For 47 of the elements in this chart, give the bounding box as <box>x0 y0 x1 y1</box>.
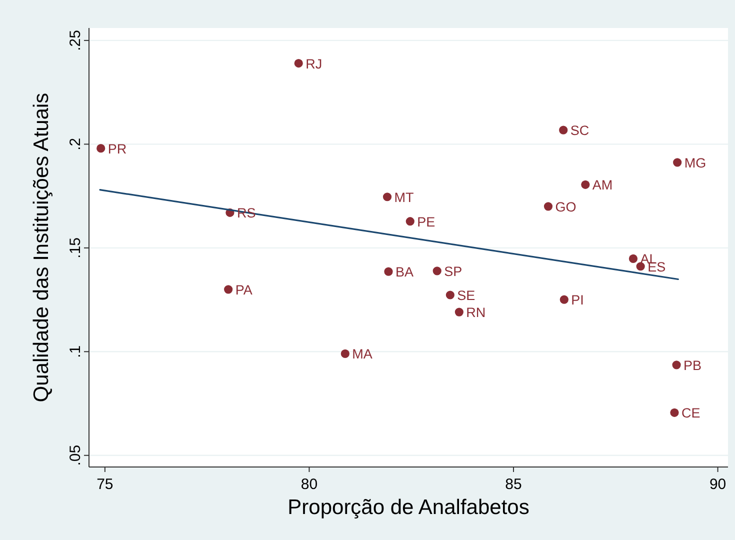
annotation: PR <box>108 141 127 156</box>
annotation: PI <box>571 292 584 308</box>
x-tick-label: 75 <box>96 476 114 493</box>
point <box>560 295 568 304</box>
x-tick-label: 90 <box>709 476 726 493</box>
annotation: SC <box>570 123 590 138</box>
y-axis-title: Qualidade das Instituições Atuais <box>30 92 53 402</box>
point <box>673 158 682 167</box>
point <box>672 360 681 370</box>
point <box>446 290 454 300</box>
annotation: PE <box>417 214 436 230</box>
point <box>544 202 553 211</box>
y-tick-label: .15 <box>67 237 84 258</box>
x-axis-title: Proporção de Analfabetos <box>288 496 530 519</box>
x-tick-label: 85 <box>505 476 522 493</box>
annotation: CE <box>681 406 700 421</box>
annotation: GO <box>555 199 576 214</box>
point <box>628 254 638 264</box>
point <box>559 126 568 134</box>
annotation: MA <box>352 346 372 362</box>
point <box>224 285 233 294</box>
annotation: AM <box>592 178 613 193</box>
point <box>670 408 679 417</box>
point <box>384 267 393 276</box>
y-tick-label: .25 <box>67 30 84 51</box>
point <box>340 349 350 358</box>
y-tick-label: .2 <box>67 138 84 150</box>
annotation: MT <box>394 190 414 205</box>
annotation: RN <box>466 305 486 320</box>
point <box>454 308 464 316</box>
x-tick-label: 80 <box>300 476 318 493</box>
annotation: PA <box>235 282 252 298</box>
point <box>294 58 303 68</box>
point <box>406 217 414 226</box>
annotation: SE <box>457 288 476 304</box>
point <box>432 266 442 276</box>
y-tick-label: .1 <box>67 345 84 358</box>
point <box>636 262 645 271</box>
annotation: BA <box>395 264 414 280</box>
point <box>581 180 590 189</box>
annotation: PB <box>684 358 702 373</box>
point <box>96 144 106 153</box>
annotation: SP <box>444 264 462 279</box>
point <box>382 192 392 202</box>
y-tick-label: .05 <box>67 444 84 466</box>
annotation: MG <box>684 155 706 170</box>
annotation: RJ <box>306 56 322 72</box>
